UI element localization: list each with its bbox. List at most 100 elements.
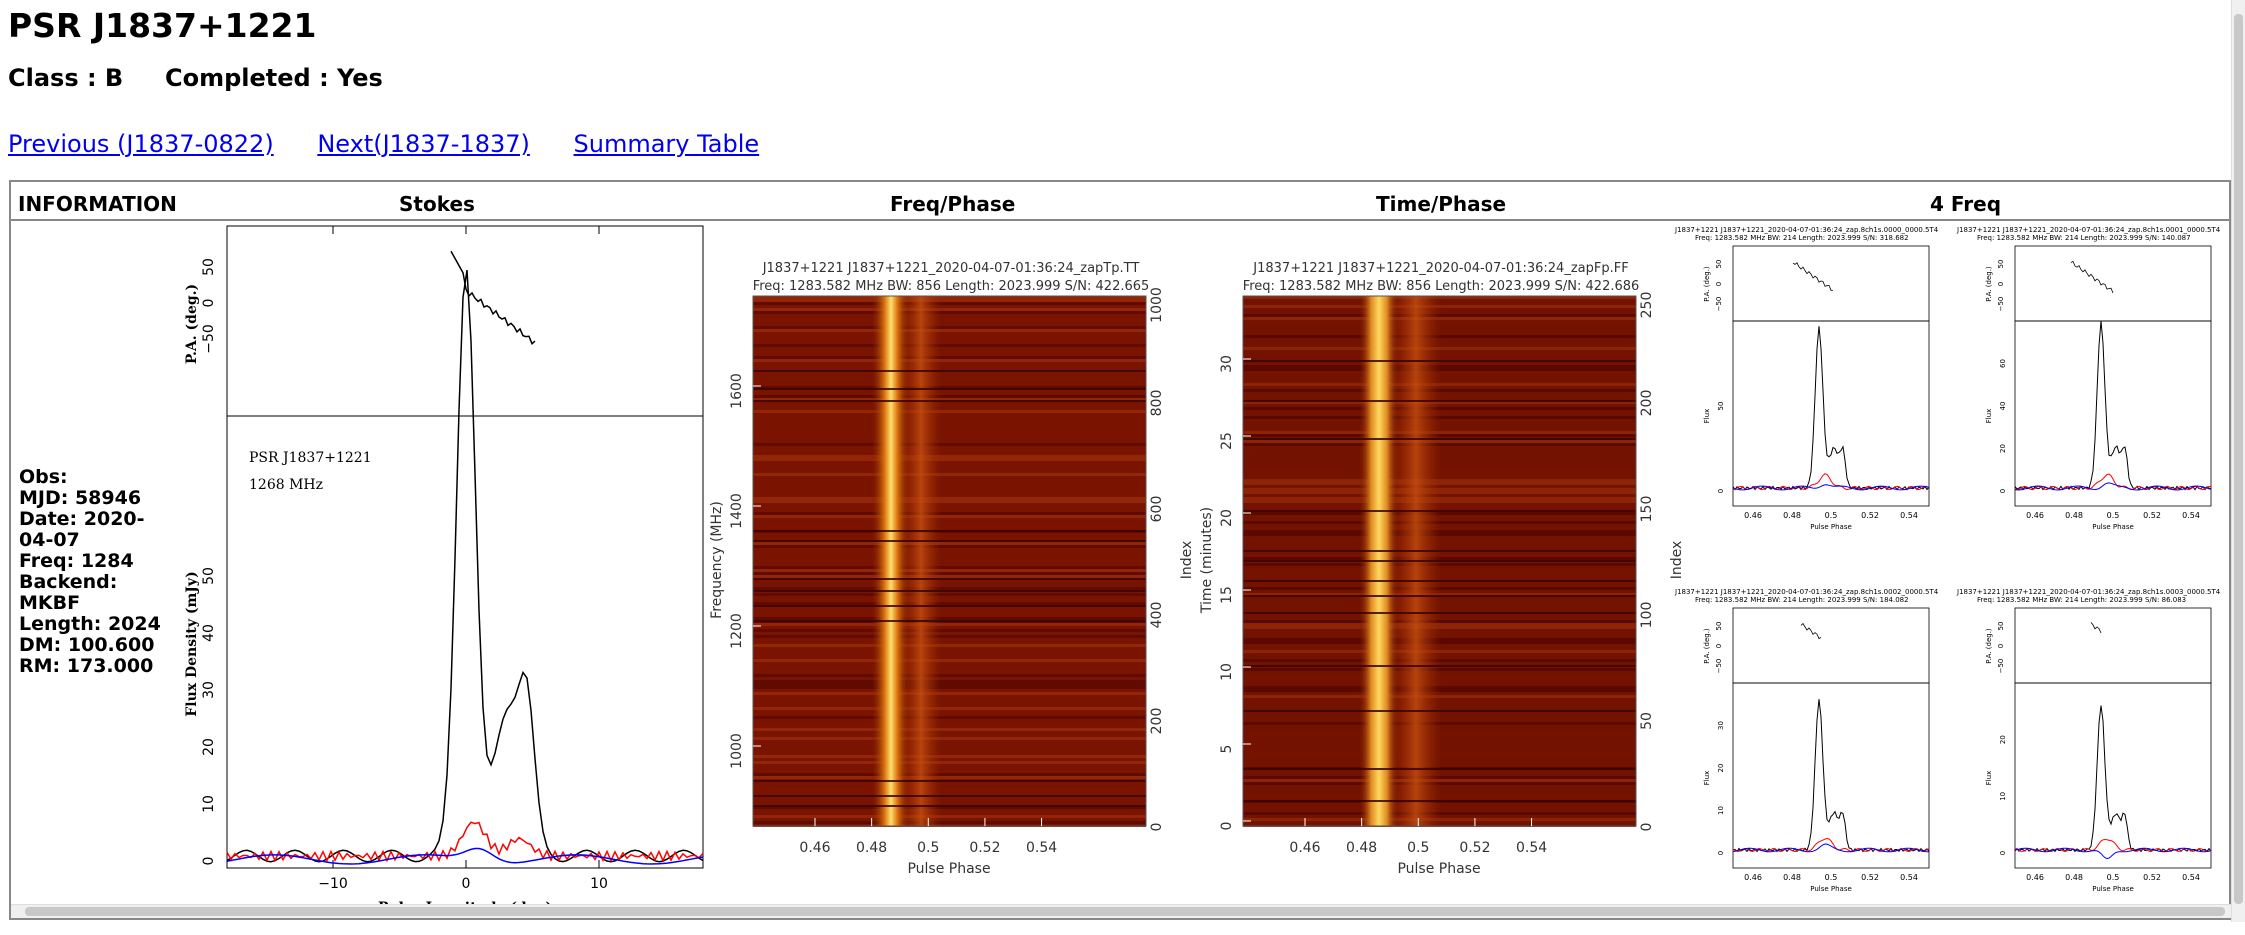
subplot-flux-label: Flux (1703, 771, 1711, 786)
subplot-pa-curve (2070, 260, 2114, 294)
subplot-pa-tick: −50 (1997, 297, 2005, 312)
flux-panel-frame (226, 415, 704, 869)
stokes-freq-label: 1268 MHz (249, 477, 323, 493)
header-divider (11, 219, 2229, 221)
subplot-total-curve (1732, 699, 1930, 853)
subplot-linear-curve (1732, 473, 1930, 491)
time-phase-xlabel: Pulse Phase (1397, 861, 1480, 877)
fp-r-tick-label: 400 (1149, 602, 1165, 629)
subplot-title: J1837+1221 J1837+1221_2020-04-07-01:36:2… (1674, 226, 1939, 234)
info-length: Length: 2024 (19, 613, 161, 635)
subplot-flux-label: Flux (1985, 409, 1993, 424)
tp-y-tick-label: 15 (1219, 586, 1235, 604)
subplot-x-tick: 0.46 (1744, 873, 1762, 882)
subplot-subtitle: Freq: 1283.582 MHz BW: 214 Length: 2023.… (1695, 234, 1909, 242)
stokes-psr-label: PSR J1837+1221 (249, 450, 372, 466)
tp-r-tick-label: 0 (1639, 823, 1655, 832)
subplot-title: J1837+1221 J1837+1221_2020-04-07-01:36:2… (1956, 588, 2221, 596)
subplot-x-tick: 0.52 (2143, 873, 2161, 882)
time-phase-subtitle: Freq: 1283.582 MHz BW: 856 Length: 2023.… (1243, 279, 1640, 294)
tp-r-tick-label: 250 (1639, 292, 1655, 319)
flux-tick-label: 40 (201, 624, 217, 642)
fp-x-tick-label: 0.5 (917, 840, 939, 856)
horizontal-scrollbar-thumb[interactable] (25, 907, 2225, 916)
previous-pulsar-link[interactable]: Previous (J1837-0822) (8, 130, 274, 158)
tp-r-tick-label: 200 (1639, 390, 1655, 417)
fp-x-tick-label: 0.52 (969, 840, 1000, 856)
subplot-total-curve (1732, 326, 1930, 491)
freq-subplot-1: J1837+1221 J1837+1221_2020-04-07-01:36:2… (1956, 226, 2221, 531)
subplot-pa-tick: 0 (1997, 644, 2005, 648)
subplot-x-tick: 0.54 (1900, 511, 1918, 520)
header-time-phase: Time/Phase (1376, 192, 1507, 216)
freq-phase-title: J1837+1221 J1837+1221_2020-04-07-01:36:2… (762, 261, 1140, 276)
time-phase-title: J1837+1221 J1837+1221_2020-04-07-01:36:2… (1252, 261, 1628, 276)
subplot-flux-tick: 0 (1717, 851, 1725, 855)
tp-x-tick-label: 0.54 (1516, 840, 1547, 856)
total-intensity-curve (226, 269, 704, 863)
subplot-pa-frame (2014, 245, 2212, 322)
subplot-flux-tick: 10 (1717, 806, 1725, 815)
subplot-x-tick: 0.52 (1861, 511, 1879, 520)
subplot-flux-tick: 10 (1999, 792, 2007, 801)
pulsar-info-table: INFORMATION Stokes Freq/Phase Time/Phase… (9, 180, 2241, 920)
subplot-xlabel: Pulse Phase (1810, 885, 1852, 893)
subplot-title: J1837+1221 J1837+1221_2020-04-07-01:36:2… (1956, 226, 2221, 234)
fp-x-tick-label: 0.54 (1026, 840, 1057, 856)
subplot-pa-tick: 0 (1997, 282, 2005, 286)
freq-index-label: Index (1179, 541, 1195, 580)
fp-r-tick-label: 600 (1149, 496, 1165, 523)
subplot-x-tick: 0.54 (2182, 511, 2200, 520)
horizontal-scrollbar[interactable] (11, 904, 2241, 918)
subplot-pa-curve (1792, 262, 1834, 291)
summary-table-link[interactable]: Summary Table (573, 130, 760, 158)
pa-axis-label: P.A. (deg.) (184, 284, 200, 364)
tp-y-tick-label: 10 (1219, 663, 1235, 681)
fp-y-tick-label: 1400 (729, 493, 745, 529)
longitude-tick-label: −10 (318, 876, 348, 892)
subplot-flux-tick: 20 (1999, 735, 2007, 744)
subplot-flux-tick: 60 (1999, 359, 2007, 368)
fp-r-tick-label: 1000 (1149, 287, 1165, 323)
next-pulsar-link[interactable]: Next(J1837-1837) (317, 130, 530, 158)
subplot-xlabel: Pulse Phase (2092, 523, 2134, 531)
subplot-pa-tick: −50 (1715, 659, 1723, 674)
subplot-x-tick: 0.48 (2065, 873, 2083, 882)
header-freq-phase: Freq/Phase (890, 192, 1016, 216)
subplot-flux-label: Flux (1703, 409, 1711, 424)
subplot-total-curve (2014, 320, 2212, 491)
subplot-flux-tick: 20 (1999, 444, 2007, 453)
flux-tick-label: 0 (201, 857, 217, 866)
flux-tick-label: 50 (201, 567, 217, 585)
observation-info: Obs: MJD: 58946 Date: 2020-04-07 Freq: 1… (19, 467, 169, 677)
subplot-flux-frame (2014, 682, 2212, 869)
vertical-scrollbar[interactable] (2231, 0, 2245, 922)
info-mjd: MJD: 58946 (19, 487, 142, 509)
fp-y-tick-label: 1600 (729, 373, 745, 409)
subplot-x-tick: 0.48 (2065, 511, 2083, 520)
vertical-scrollbar-thumb[interactable] (2234, 14, 2243, 904)
info-dm: DM: 100.600 (19, 634, 155, 656)
header-4-freq: 4 Freq (1930, 192, 2002, 216)
subplot-flux-label: Flux (1985, 771, 1993, 786)
tp-r-tick-label: 150 (1639, 496, 1655, 523)
subplot-flux-tick: 0 (1717, 489, 1725, 493)
subplot-subtitle: Freq: 1283.582 MHz BW: 214 Length: 2023.… (1695, 596, 1909, 604)
subplot-pa-curve (1800, 622, 1822, 640)
subplot-xlabel: Pulse Phase (1810, 523, 1852, 531)
four-freq-plots: J1837+1221 J1837+1221_2020-04-07-01:36:2… (1674, 226, 2221, 893)
subplot-pa-frame (1732, 245, 1930, 322)
subplot-pa-tick: 0 (1715, 644, 1723, 648)
freq-phase-frame (752, 295, 1147, 827)
subplot-circular-curve (1732, 484, 1930, 491)
flux-axis-label: Flux Density (mJy) (184, 571, 200, 716)
fp-y-tick-label: 1000 (729, 733, 745, 769)
subplot-pa-tick: 50 (1997, 260, 2005, 269)
info-backend: Backend: MKBF (19, 571, 118, 614)
tp-x-tick-label: 0.46 (1289, 840, 1320, 856)
tp-x-tick-label: 0.52 (1459, 840, 1490, 856)
info-freq: Freq: 1284 (19, 550, 134, 572)
subplot-x-tick: 0.54 (1900, 873, 1918, 882)
subplot-flux-tick: 30 (1717, 721, 1725, 730)
subplot-pa-frame (1732, 607, 1930, 684)
